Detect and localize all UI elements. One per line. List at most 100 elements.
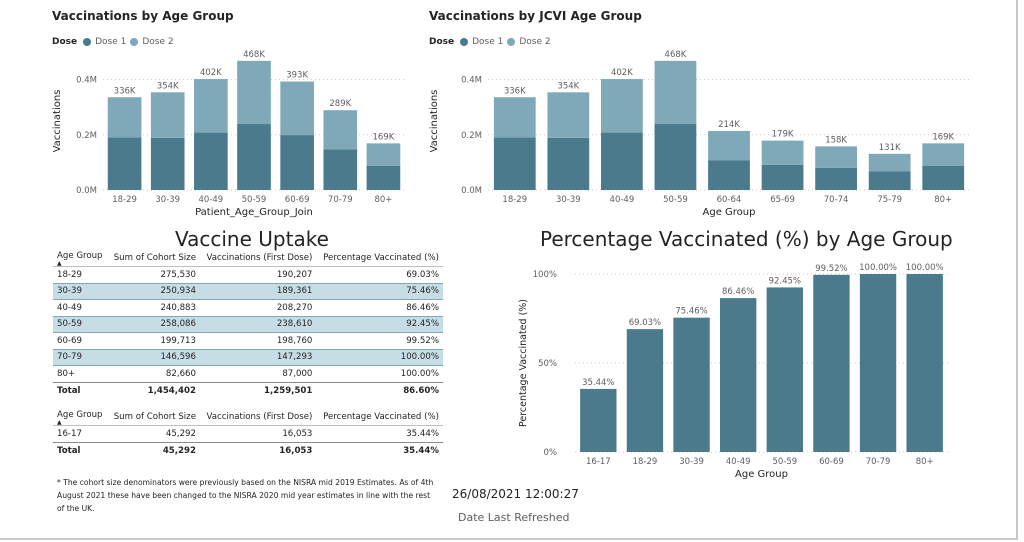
- x-tick-label: 60-64: [717, 195, 742, 205]
- table-cell: 190,207: [276, 269, 313, 280]
- bar-dose1: [601, 132, 643, 190]
- bar-value-label: 86.46%: [722, 287, 754, 297]
- bar-total-label: 393K: [286, 71, 308, 81]
- bar-dose2: [547, 92, 590, 138]
- bar-total-label: 131K: [879, 143, 901, 153]
- table-cell: 199,713: [160, 335, 196, 346]
- table-row[interactable]: 30-39 250,934 189,361 75.46%: [53, 282, 443, 300]
- table-cell: 86.46%: [406, 302, 439, 313]
- x-tick-label: 16-17: [586, 457, 611, 467]
- uptake2-header-age-group[interactable]: Age Group ▲: [53, 409, 108, 426]
- y-axis-title: Vaccinations: [429, 90, 440, 153]
- bar-total-label: 354K: [557, 81, 579, 91]
- bar-dose1: [815, 167, 857, 190]
- chart1-plot[interactable]: 0.0M 0.2M 0.4M 336K 18-29 354K 30-39 402K 40-49 4…: [0, 0, 420, 225]
- bar-dose2: [493, 97, 536, 138]
- bar-value-label: 100.00%: [859, 263, 897, 273]
- uptake2-header-percentage[interactable]: Percentage Vaccinated (%): [316, 409, 443, 426]
- uptake-header-age-group[interactable]: Age Group ▲: [53, 250, 108, 267]
- table-row[interactable]: 16-17 45,292 16,053 35.44%: [53, 426, 443, 443]
- table-row[interactable]: 80+ 82,660 87,000 100.00%: [53, 366, 443, 383]
- bar-total-label: 468K: [665, 50, 687, 60]
- uptake-table: Age Group ▲ Sum of Cohort Size Vaccinatio…: [53, 250, 443, 399]
- bar-value-label: 99.52%: [815, 264, 847, 274]
- bar-dose2: [150, 92, 185, 138]
- bar-dose1: [922, 165, 965, 190]
- bar-percentage: [580, 388, 617, 452]
- chart2-plot[interactable]: 0.0M 0.2M 0.4M 336K 18-29 354K 30-39 402K 40-49 4…: [420, 0, 980, 225]
- table-cell: 60-69: [57, 335, 82, 346]
- bar-dose2: [815, 146, 857, 168]
- chart3-plot[interactable]: 0% 50% 100% 35.44% 16-17 69.03% 18-29 75.46% 30-…: [510, 255, 960, 485]
- table-row[interactable]: 40-49 240,883 208,270 86.46%: [53, 300, 443, 317]
- x-tick-label: 40-49: [610, 195, 635, 205]
- dose1-legend-dot: [83, 38, 92, 46]
- bar-value-label: 35.44%: [582, 378, 614, 388]
- last-refreshed-time: 26/08/2021 12:00:27: [452, 487, 579, 501]
- bar-dose2: [761, 140, 804, 165]
- chart2-legend-dose1: Dose 1: [472, 37, 504, 47]
- table-row[interactable]: 18-29 275,530 190,207 69.03%: [53, 267, 443, 284]
- bar-dose2: [922, 143, 965, 166]
- x-tick-label: 50-59: [772, 457, 797, 467]
- x-tick-label: 40-49: [726, 457, 751, 467]
- chart2-legend[interactable]: Dose Dose 1 Dose 2: [429, 37, 551, 47]
- table-row[interactable]: 60-69 199,713 198,760 99.52%: [53, 333, 443, 350]
- uptake-header-cohort[interactable]: Sum of Cohort Size: [107, 250, 200, 267]
- bar-percentage: [813, 274, 850, 452]
- bar-dose1: [366, 165, 401, 190]
- table-cell: 18-29: [57, 269, 82, 280]
- uptake-header-percentage[interactable]: Percentage Vaccinated (%): [316, 250, 443, 267]
- bar-dose1: [150, 137, 185, 190]
- cohort-footnote: * The cohort size denominators were prev…: [57, 478, 434, 513]
- dose2-legend-dot: [130, 38, 139, 46]
- bar-percentage: [906, 274, 943, 452]
- table-cell: 70-79: [53, 348, 108, 366]
- uptake-table-16-17: Age Group ▲ Sum of Cohort Size Vaccinatio…: [53, 409, 443, 459]
- bar-dose2: [107, 97, 142, 138]
- table-row[interactable]: 70-79 146,596 147,293 100.00%: [53, 348, 443, 366]
- chart2-legend-dose2: Dose 2: [519, 37, 551, 47]
- table-cell: 250,934: [107, 282, 200, 300]
- table-cell: 258,086: [107, 315, 200, 333]
- chart3-title: Percentage Vaccinated (%) by Age Group: [540, 227, 953, 251]
- bar-dose2: [708, 130, 750, 161]
- bar-total-label: 179K: [772, 130, 794, 140]
- bar-value-label: 75.46%: [675, 307, 707, 317]
- uptake2-header-cohort[interactable]: Sum of Cohort Size: [107, 409, 200, 426]
- last-refreshed-label: Date Last Refreshed: [458, 511, 570, 524]
- x-tick-label: 80+: [374, 195, 392, 205]
- uptake-header-first-dose[interactable]: Vaccinations (First Dose): [199, 250, 317, 267]
- x-tick-label: 70-79: [328, 195, 353, 205]
- table-cell: 92.45%: [316, 315, 443, 333]
- bar-dose2: [280, 81, 314, 136]
- x-tick-label: 40-49: [199, 195, 224, 205]
- x-tick-label: 18-29: [633, 457, 658, 467]
- bar-dose2: [237, 60, 271, 125]
- table-cell: 100.00%: [316, 348, 443, 366]
- uptake2-header-first-dose[interactable]: Vaccinations (First Dose): [199, 409, 317, 426]
- table-row[interactable]: 50-59 258,086 238,610 92.45%: [53, 315, 443, 333]
- x-tick-label: 50-59: [663, 195, 688, 205]
- table-cell: 40-49: [57, 302, 82, 313]
- uptake-header-row: Age Group ▲ Sum of Cohort Size Vaccinatio…: [53, 250, 443, 267]
- total-cell: 1,454,402: [107, 381, 200, 399]
- x-tick-label: 18-29: [502, 195, 527, 205]
- chart2-legend-title: Dose: [429, 37, 455, 47]
- table-cell: 208,270: [276, 302, 313, 313]
- x-tick-label: 80+: [934, 195, 952, 205]
- bar-percentage: [720, 298, 757, 452]
- bar-dose2: [654, 60, 697, 125]
- chart1-legend[interactable]: Dose Dose 1 Dose 2: [52, 37, 174, 47]
- total-cell: Total: [53, 441, 108, 459]
- total-cell: 1,259,501: [199, 381, 317, 399]
- table-cell: 100.00%: [400, 368, 439, 379]
- table-cell: 99.52%: [406, 335, 439, 346]
- total-cell: 45,292: [107, 441, 200, 459]
- chart1-legend-dose2: Dose 2: [142, 37, 174, 47]
- table-cell: 50-59: [53, 315, 108, 333]
- x-tick-label: 60-69: [285, 195, 310, 205]
- bar-dose2: [323, 110, 358, 150]
- y-tick-label: 0.2M: [76, 131, 97, 141]
- y-tick-label: 0.4M: [76, 76, 97, 86]
